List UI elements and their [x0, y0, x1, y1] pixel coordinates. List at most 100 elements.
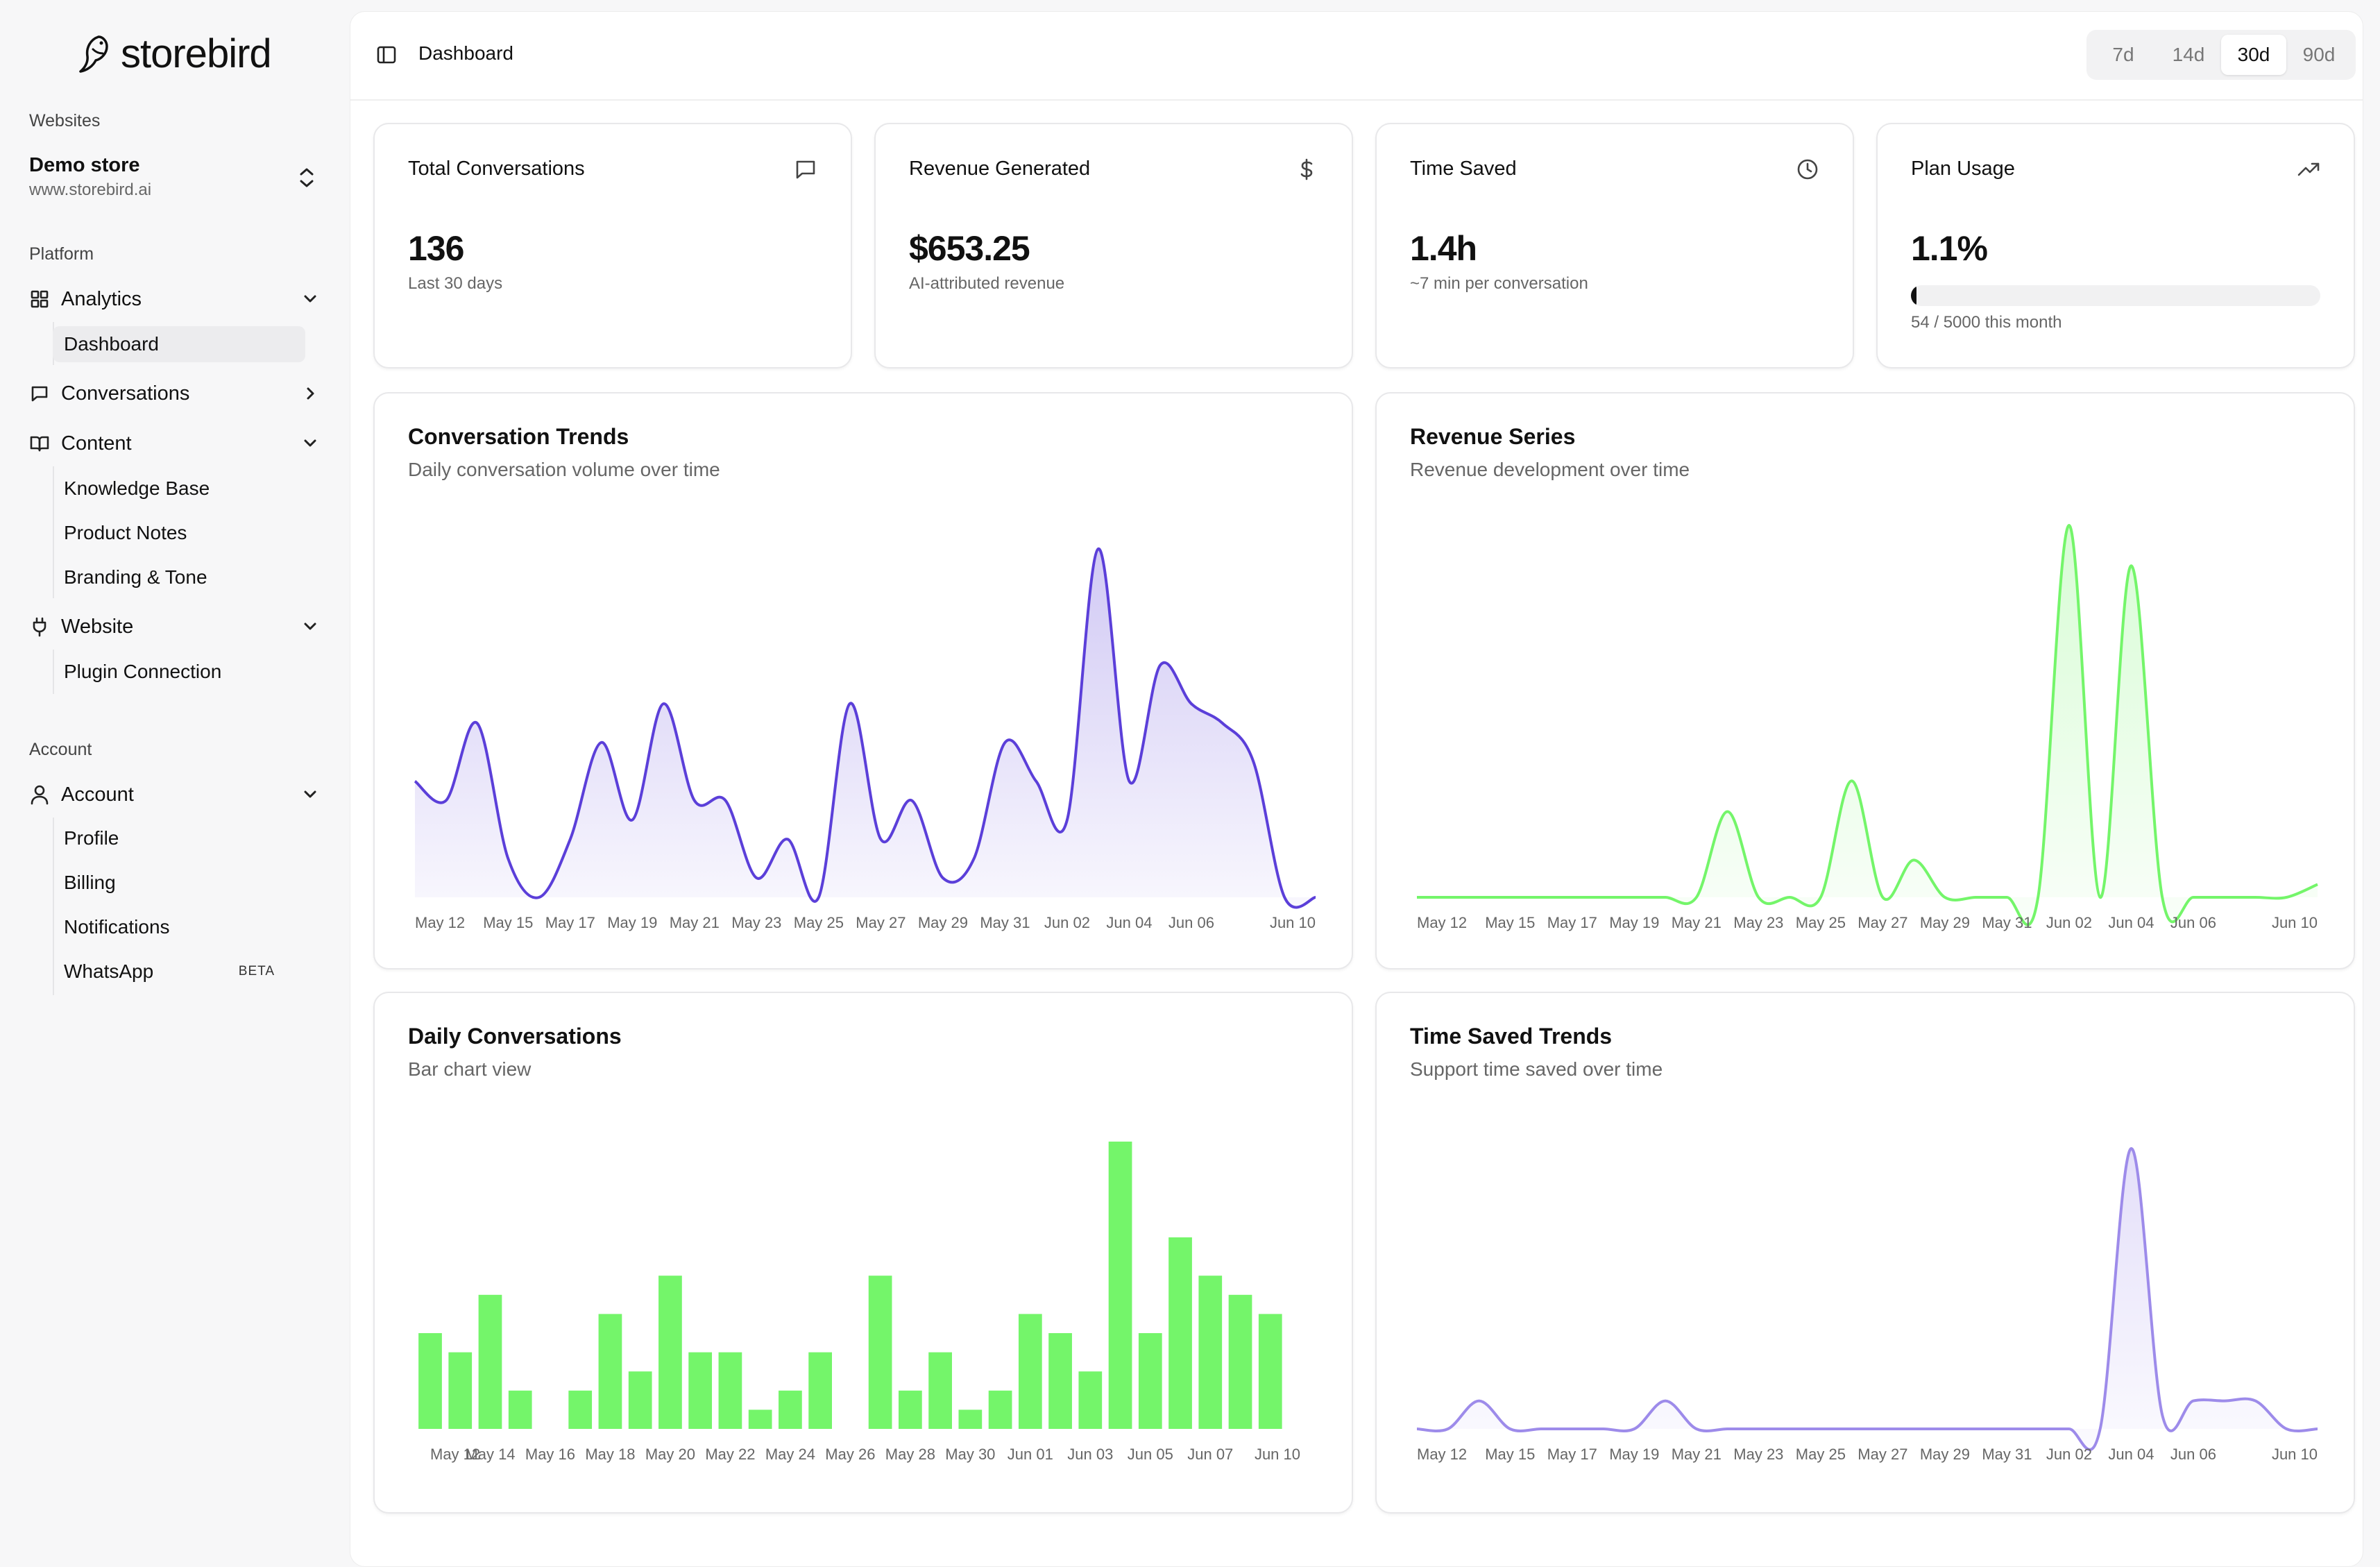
stat-value: $653.25	[909, 228, 1030, 269]
x-tick-label: Jun 05	[1128, 1446, 1173, 1463]
bar	[1109, 1142, 1132, 1429]
x-tick-label: Jun 02	[2046, 1446, 2092, 1463]
nav-product-notes[interactable]: Product Notes	[64, 515, 187, 551]
nav-analytics-label: Analytics	[61, 288, 142, 311]
x-tick-label: May 17	[1547, 914, 1597, 931]
x-tick-label: May 25	[1796, 914, 1846, 931]
x-tick-label: Jun 03	[1067, 1446, 1113, 1463]
chart-card-revenue-series: Revenue Series Revenue development over …	[1375, 392, 2355, 969]
book-open-icon	[29, 433, 50, 454]
x-tick-label: May 15	[483, 914, 533, 931]
sidebar-toggle-icon[interactable]	[375, 44, 398, 66]
range-7d[interactable]: 7d	[2091, 35, 2156, 75]
nav-whatsapp-label: WhatsApp	[64, 960, 153, 983]
dollar-sign-icon	[1295, 158, 1320, 183]
nav-content[interactable]: Content	[29, 425, 321, 462]
x-tick-label: May 19	[607, 914, 657, 931]
store-url: www.storebird.ai	[29, 180, 151, 200]
x-tick-label: Jun 02	[1044, 914, 1090, 931]
bar	[509, 1391, 532, 1429]
brand-logo[interactable]: storebird	[78, 31, 271, 77]
beta-badge: BETA	[239, 964, 275, 979]
bar	[869, 1276, 892, 1429]
nav-profile[interactable]: Profile	[64, 820, 119, 856]
x-tick-label: May 24	[765, 1446, 815, 1463]
clock-icon	[1796, 158, 1821, 183]
x-tick-label: May 21	[670, 914, 720, 931]
bar	[779, 1391, 802, 1429]
x-tick-label: May 26	[825, 1446, 875, 1463]
nav-knowledge-base[interactable]: Knowledge Base	[64, 471, 210, 507]
x-tick-label: May 19	[1609, 914, 1659, 931]
bar	[1048, 1333, 1072, 1429]
nav-dashboard[interactable]: Dashboard	[53, 326, 305, 362]
store-switcher-chevrons-icon[interactable]	[294, 164, 319, 192]
brand-name: storebird	[121, 31, 271, 77]
range-14d[interactable]: 14d	[2156, 35, 2221, 75]
x-tick-label: May 19	[1609, 1446, 1659, 1463]
content-subnav-line	[53, 466, 54, 598]
breadcrumb: Dashboard	[418, 42, 513, 65]
x-tick-label: Jun 06	[2170, 1446, 2216, 1463]
x-tick-label: May 27	[856, 914, 906, 931]
x-tick-label: May 28	[885, 1446, 935, 1463]
bar	[1078, 1371, 1102, 1429]
x-tick-label: May 21	[1672, 914, 1722, 931]
x-tick-label: May 31	[1982, 914, 2032, 931]
message-square-icon	[29, 383, 50, 404]
nav-website[interactable]: Website	[29, 608, 321, 645]
x-tick-label: May 17	[1547, 1446, 1597, 1463]
nav-plugin-connection[interactable]: Plugin Connection	[64, 654, 221, 690]
plan-usage-progress-bar	[1911, 285, 2320, 306]
bar	[629, 1371, 652, 1429]
stat-value: 1.1%	[1911, 228, 1987, 269]
account-section-label: Account	[29, 740, 92, 760]
x-tick-label: May 31	[980, 914, 1030, 931]
area-fill	[1417, 525, 2318, 925]
bar	[1019, 1314, 1042, 1429]
nav-billing[interactable]: Billing	[64, 865, 116, 901]
x-tick-label: May 12	[415, 914, 465, 931]
x-tick-label: May 15	[1485, 914, 1535, 931]
chevron-down-icon	[300, 784, 321, 805]
x-tick-label: May 20	[645, 1446, 695, 1463]
bar	[418, 1333, 442, 1429]
x-tick-label: May 23	[1733, 1446, 1783, 1463]
store-name[interactable]: Demo store	[29, 154, 140, 177]
nav-branding-tone[interactable]: Branding & Tone	[64, 559, 207, 595]
nav-account[interactable]: Account	[29, 776, 321, 813]
bar	[568, 1391, 592, 1429]
x-tick-label: May 17	[545, 914, 595, 931]
nav-conversations-label: Conversations	[61, 382, 189, 405]
stat-subtext: 54 / 5000 this month	[1911, 313, 2062, 332]
nav-conversations[interactable]: Conversations	[29, 375, 321, 412]
chevron-down-icon	[300, 616, 321, 637]
nav-notifications[interactable]: Notifications	[64, 909, 170, 945]
range-30d[interactable]: 30d	[2221, 35, 2286, 75]
x-tick-label: May 25	[794, 914, 844, 931]
account-subnav-line	[53, 818, 54, 995]
stat-title: Plan Usage	[1911, 158, 2015, 180]
x-tick-label: May 29	[1920, 914, 1970, 931]
x-tick-label: May 16	[525, 1446, 575, 1463]
nav-whatsapp[interactable]: WhatsApp BETA	[64, 954, 293, 990]
x-tick-label: Jun 01	[1008, 1446, 1053, 1463]
nav-account-label: Account	[61, 783, 134, 806]
bar	[688, 1353, 712, 1429]
x-tick-label: Jun 10	[1270, 914, 1316, 931]
stat-title: Total Conversations	[408, 158, 585, 180]
plan-usage-progress-fill	[1911, 285, 1916, 306]
nav-analytics[interactable]: Analytics	[29, 280, 321, 318]
bar	[958, 1409, 982, 1429]
message-square-icon	[794, 158, 819, 183]
date-range-selector: 7d 14d 30d 90d	[2086, 30, 2356, 80]
range-90d[interactable]: 90d	[2286, 35, 2352, 75]
bar	[448, 1353, 472, 1429]
chevron-down-icon	[300, 433, 321, 454]
area-fill	[1417, 1149, 2318, 1450]
trending-up-icon	[2297, 158, 2322, 183]
x-tick-label: May 23	[731, 914, 781, 931]
stat-card-plan-usage: Plan Usage 1.1% 54 / 5000 this month	[1876, 123, 2355, 369]
plug-icon	[29, 616, 50, 637]
